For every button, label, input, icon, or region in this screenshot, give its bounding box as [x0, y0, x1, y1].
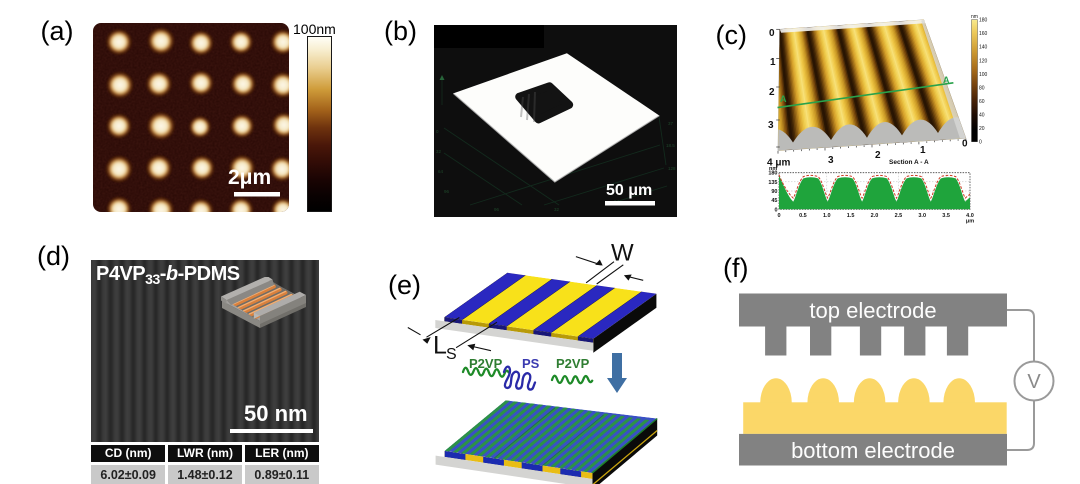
- svg-text:140: 140: [979, 45, 988, 51]
- svg-text:90: 90: [771, 189, 777, 195]
- svg-text:2μm: 2μm: [228, 166, 271, 189]
- svg-text:128: 128: [668, 166, 676, 171]
- svg-text:V: V: [1027, 371, 1041, 393]
- svg-text:top electrode: top electrode: [809, 298, 936, 323]
- svg-text:2: 2: [875, 150, 881, 161]
- svg-text:2: 2: [769, 87, 775, 98]
- svg-text:50 μm: 50 μm: [606, 182, 652, 199]
- svg-text:nm: nm: [971, 14, 978, 20]
- svg-text:1: 1: [920, 145, 926, 156]
- svg-text:bottom electrode: bottom electrode: [791, 438, 955, 463]
- svg-text:3.0: 3.0: [918, 213, 926, 219]
- svg-text:P2VP: P2VP: [556, 356, 590, 371]
- svg-text:2.0: 2.0: [871, 213, 879, 219]
- svg-text:96: 96: [444, 189, 450, 194]
- svg-text:4 μm: 4 μm: [767, 158, 790, 169]
- svg-text:180: 180: [979, 18, 988, 24]
- svg-text:40: 40: [979, 113, 985, 119]
- svg-text:1.0: 1.0: [823, 213, 831, 219]
- svg-text:μm: μm: [966, 219, 974, 225]
- svg-text:100: 100: [979, 72, 988, 78]
- svg-text:0: 0: [769, 28, 775, 39]
- svg-text:80: 80: [979, 85, 985, 91]
- svg-text:60: 60: [979, 99, 985, 105]
- svg-text:S: S: [446, 346, 457, 363]
- svg-text:0: 0: [777, 213, 780, 219]
- svg-text:0: 0: [436, 129, 439, 134]
- svg-text:20: 20: [979, 126, 985, 132]
- svg-text:64: 64: [438, 169, 444, 174]
- svg-text:1.5: 1.5: [847, 213, 855, 219]
- svg-text:180: 180: [768, 171, 777, 177]
- svg-text:PS: PS: [522, 356, 540, 371]
- svg-text:2.5: 2.5: [895, 213, 903, 219]
- svg-text:nm: nm: [769, 166, 777, 172]
- svg-text:160: 160: [979, 31, 988, 37]
- svg-text:37: 37: [668, 121, 674, 126]
- svg-text:Section A - A: Section A - A: [889, 159, 929, 166]
- svg-text:0: 0: [774, 207, 777, 213]
- svg-text:45: 45: [771, 198, 777, 204]
- svg-text:1: 1: [770, 57, 776, 68]
- svg-text:96: 96: [494, 207, 500, 212]
- svg-text:L: L: [433, 332, 447, 360]
- svg-text:3: 3: [828, 155, 834, 166]
- svg-text:3.5: 3.5: [942, 213, 950, 219]
- svg-text:W: W: [611, 240, 634, 267]
- svg-text:P2VP: P2VP: [469, 356, 503, 371]
- svg-text:3: 3: [768, 120, 774, 131]
- svg-text:18.5: 18.5: [666, 143, 675, 148]
- svg-text:0: 0: [979, 140, 982, 146]
- svg-text:32: 32: [436, 149, 442, 154]
- svg-text:A: A: [943, 75, 950, 85]
- svg-text:0: 0: [962, 139, 968, 150]
- svg-text:A: A: [780, 94, 787, 104]
- svg-text:135: 135: [768, 180, 777, 186]
- svg-text:120: 120: [979, 58, 988, 64]
- svg-text:4.0: 4.0: [966, 213, 974, 219]
- svg-text:0.5: 0.5: [799, 213, 807, 219]
- svg-text:32: 32: [554, 207, 560, 212]
